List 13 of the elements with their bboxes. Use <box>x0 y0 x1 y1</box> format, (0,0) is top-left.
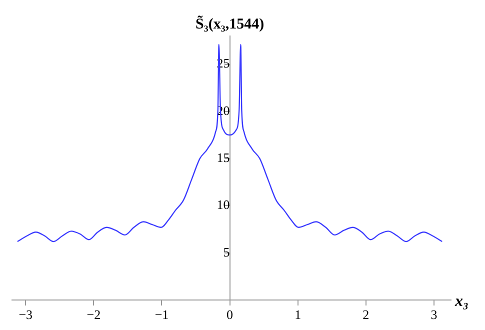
x-tick-label: 3 <box>430 307 438 322</box>
line-series <box>16 44 443 242</box>
y-axis-title: S̃₃(x₃,1544) <box>196 14 264 32</box>
y-tick-label: 15 <box>216 150 230 165</box>
x-tick-label: 0 <box>226 307 234 322</box>
y-tick-label: 5 <box>223 244 230 260</box>
x-tick-label: 2 <box>362 307 370 322</box>
x-tick-label: −2 <box>86 307 101 322</box>
x-axis-title: x₃ <box>454 293 469 310</box>
x-tick-label: −1 <box>154 307 169 322</box>
x-tick-label: 1 <box>294 307 302 322</box>
y-tick-label: 10 <box>216 197 230 212</box>
x-tick-label: −3 <box>18 307 33 322</box>
